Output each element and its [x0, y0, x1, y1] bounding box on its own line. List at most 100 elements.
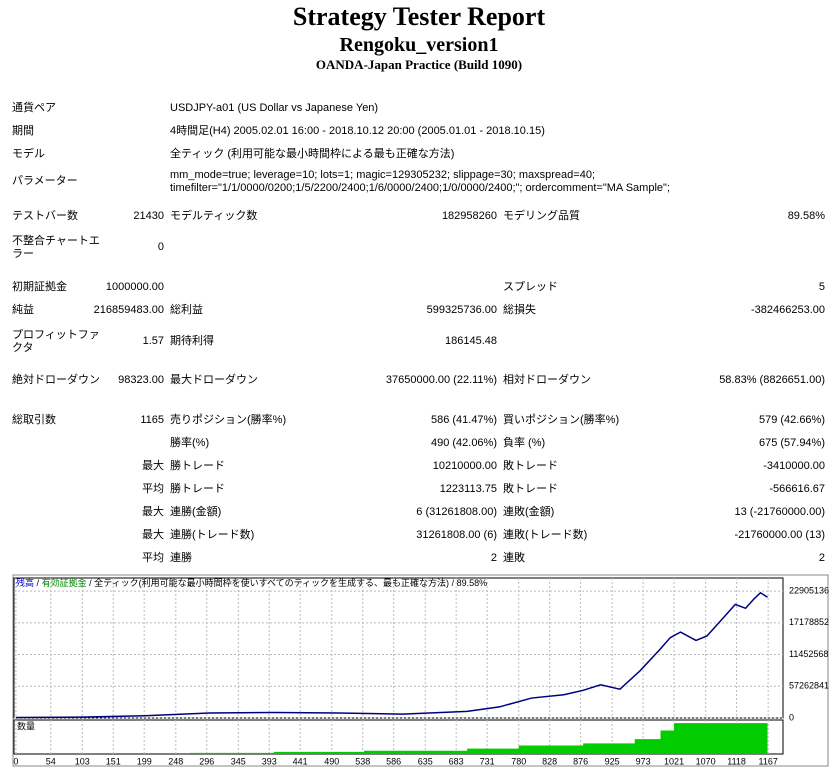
x-tick-label: 538	[355, 756, 370, 766]
x-tick-label: 683	[449, 756, 464, 766]
stat-label3: 相対ドローダウン	[503, 374, 591, 386]
stat-label2: 連勝	[170, 552, 192, 564]
stat-value2: 186145.48	[445, 335, 497, 347]
stat-value3: -382466253.00	[750, 304, 825, 316]
stat-label: テストバー数	[12, 210, 78, 222]
stat-value: 216859483.00	[93, 304, 164, 316]
stat-value3: 58.83% (8826651.00)	[719, 374, 825, 386]
volume-area	[15, 723, 768, 754]
stat-value2: 6 (31261808.00)	[416, 506, 497, 518]
legend-model: 全ティック(利用可能な最小時間枠を使いすべてのティックを生成する、最も正確な方法…	[94, 577, 449, 588]
stat-value2: 37650000.00 (22.11%)	[385, 374, 497, 386]
stat-label3: 敗トレード	[503, 460, 558, 472]
x-tick-label: 103	[75, 756, 90, 766]
y-tick-label: 11452568	[789, 649, 828, 659]
stat-value2: 182958260	[441, 210, 497, 222]
info-line: mm_mode=true; leverage=10; lots=1; magic…	[170, 168, 596, 181]
legend: 残高 / 有効証拠金 / 全ティック(利用可能な最小時間枠を使いすべてのティック…	[16, 577, 487, 588]
x-tick-label: 199	[137, 756, 152, 766]
stat-value2: 490 (42.06%)	[430, 437, 497, 449]
x-tick-label: 1070	[696, 756, 716, 766]
stat-label3: スプレッド	[503, 281, 558, 293]
info-line: 全ティック (利用可能な最小時間枠による最も正確な方法)	[170, 148, 455, 160]
x-tick-label: 1118	[727, 756, 746, 766]
x-tick-label: 731	[480, 756, 495, 766]
legend-separator: /	[37, 578, 40, 588]
stat-value3: 89.58%	[787, 210, 825, 222]
info-label: 期間	[12, 125, 34, 137]
stat-label3: 連敗(金額)	[503, 506, 555, 518]
info-value: 4時間足(H4) 2005.02.01 16:00 - 2018.10.12 2…	[170, 120, 830, 143]
stat-label2: 勝トレード	[170, 483, 225, 495]
legend-separator: /	[89, 578, 92, 588]
stat-value3: 2	[818, 552, 825, 564]
stat-label3: 連敗	[503, 552, 525, 564]
report-title: Strategy Tester Report	[292, 2, 546, 31]
stat-label3: 負率 (%)	[503, 437, 546, 449]
x-tick-label: 1021	[664, 756, 684, 766]
legend-entry: 残高	[16, 577, 34, 588]
stat-value: 1165	[140, 414, 164, 426]
y-tick-label: 17178852	[789, 617, 829, 627]
x-tick-label: 345	[231, 756, 246, 766]
stat-value3: 675 (57.94%)	[758, 437, 825, 449]
legend-quality: 89.58%	[457, 578, 488, 588]
y-tick-label: 0	[789, 712, 794, 722]
stat-label: 絶対ドローダウン	[12, 374, 100, 386]
stat-value: 最大	[142, 460, 164, 472]
stat-label2: 勝トレード	[170, 460, 225, 472]
x-tick-label: 1167	[758, 756, 777, 766]
legend-separator: /	[452, 578, 455, 588]
stat-label3: 総損失	[503, 304, 536, 316]
stat-label2: 連勝(トレード数)	[170, 529, 255, 541]
y-tick-label: 57262841	[789, 681, 829, 691]
stat-value: 0	[157, 241, 164, 253]
stat-value2: 1223113.75	[439, 483, 497, 495]
info-label: パラメーター	[12, 175, 78, 187]
stat-value3: -21760000.00 (13)	[734, 529, 825, 541]
x-tick-label: 828	[542, 756, 557, 766]
info-line: USDJPY-a01 (US Dollar vs Japanese Yen)	[170, 102, 379, 114]
stat-value: 21430	[133, 210, 164, 222]
info-line: timefilter="1/1/0000/0200;1/5/2200/2400;…	[170, 181, 670, 194]
stat-value3: 13 (-21760000.00)	[734, 506, 825, 518]
stat-value2: 31261808.00 (6)	[416, 529, 497, 541]
stat-label3: 敗トレード	[503, 483, 558, 495]
volume-label: 数量	[17, 720, 35, 731]
x-tick-label: 635	[418, 756, 433, 766]
x-tick-label: 296	[199, 756, 214, 766]
stat-value: 98323.00	[118, 374, 164, 386]
stat-label2: 期待利得	[170, 335, 214, 347]
info-value: USDJPY-a01 (US Dollar vs Japanese Yen)	[170, 97, 830, 120]
stat-value3: -3410000.00	[763, 460, 825, 472]
stat-label2: 売りポジション(勝率%)	[170, 414, 287, 426]
x-tick-label: 441	[293, 756, 308, 766]
stat-label: 純益	[12, 304, 34, 316]
x-tick-label: 973	[636, 756, 651, 766]
stat-label2: 最大ドローダウン	[170, 374, 258, 386]
stat-value3: -566616.67	[769, 483, 825, 495]
info-label: モデル	[12, 148, 45, 160]
stat-label3: 連敗(トレード数)	[503, 529, 588, 541]
report-subtitle: Rengoku_version1	[339, 34, 499, 56]
info-value: 全ティック (利用可能な最小時間枠による最も正確な方法)	[170, 143, 830, 166]
stat-label: 初期証拠金	[12, 281, 67, 293]
balance-line	[15, 591, 768, 719]
stat-label: プロフィットファクタ	[12, 328, 100, 354]
stat-label: 不整合チャートエラー	[12, 234, 100, 260]
stat-label2: 連勝(金額)	[170, 506, 222, 518]
legend-entry: 有効証拠金	[42, 577, 87, 588]
info-label: 通貨ペア	[12, 102, 56, 114]
stat-value: 最大	[142, 506, 164, 518]
x-tick-label: 876	[573, 756, 588, 766]
x-tick-label: 586	[386, 756, 401, 766]
stat-value: 最大	[142, 529, 164, 541]
x-tick-label: 248	[168, 756, 183, 766]
stat-value2: 2	[490, 552, 497, 564]
stat-value2: 10210000.00	[432, 460, 497, 472]
info-value: mm_mode=true; leverage=10; lots=1; magic…	[170, 166, 830, 197]
stat-label3: モデリング品質	[503, 210, 580, 222]
stat-value: 平均	[142, 483, 164, 495]
stat-value3: 5	[818, 281, 825, 293]
